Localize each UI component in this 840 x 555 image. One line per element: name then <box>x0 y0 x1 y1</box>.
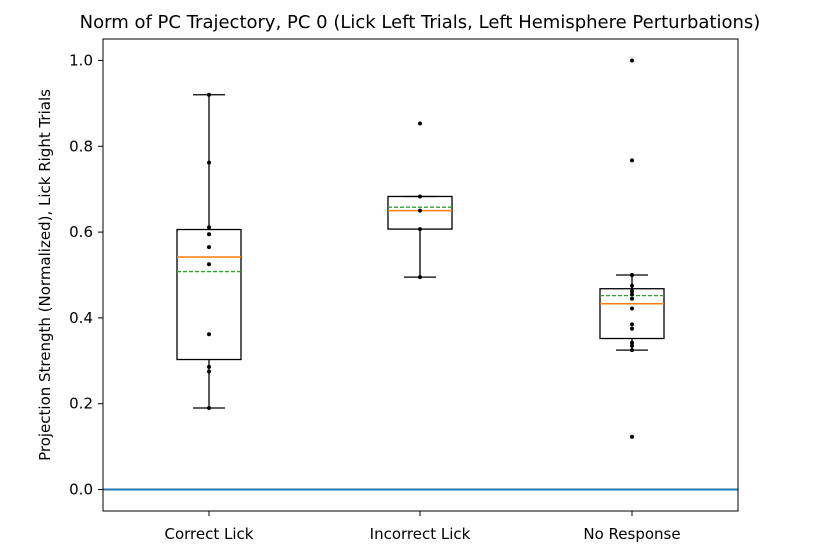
data-point <box>418 208 422 213</box>
data-point <box>630 292 634 297</box>
data-point <box>630 289 634 294</box>
data-point <box>630 273 634 277</box>
data-point <box>207 332 211 337</box>
y-tick-label: 0.8 <box>69 137 93 155</box>
data-point <box>418 275 422 280</box>
data-point <box>630 340 634 345</box>
data-point <box>207 262 211 267</box>
data-point <box>207 160 211 165</box>
data-point <box>630 434 634 439</box>
x-tick-label: No Response <box>583 525 680 543</box>
data-point <box>630 343 634 348</box>
data-point <box>418 121 422 126</box>
box-iqr <box>176 228 242 361</box>
data-point <box>630 326 634 331</box>
box-iqr <box>387 195 453 230</box>
data-point <box>630 296 634 301</box>
data-point <box>630 58 634 63</box>
y-tick-label: 0.4 <box>69 309 93 327</box>
x-tick-label: Correct Lick <box>165 525 254 543</box>
data-point <box>630 306 634 311</box>
data-point <box>207 406 211 411</box>
x-tick-label: Incorrect Lick <box>370 525 471 543</box>
y-tick-label: 0.6 <box>69 223 93 241</box>
data-point <box>630 348 634 353</box>
data-point <box>207 92 211 97</box>
data-point <box>207 364 211 369</box>
data-point <box>630 158 634 163</box>
box-iqr <box>599 288 665 340</box>
data-point <box>207 245 211 250</box>
data-point <box>630 322 634 327</box>
data-point <box>418 227 422 232</box>
y-tick-label: 1.0 <box>69 51 93 69</box>
y-tick-label: 0.0 <box>69 481 93 499</box>
data-point <box>207 225 211 230</box>
plot-area <box>103 58 738 491</box>
data-point <box>630 283 634 288</box>
y-tick-label: 0.2 <box>69 395 93 413</box>
y-axis-label: Projection Strength (Normalized), Lick R… <box>36 89 54 461</box>
data-point <box>207 369 211 374</box>
chart-title: Norm of PC Trajectory, PC 0 (Lick Left T… <box>80 12 761 33</box>
data-point <box>207 232 211 237</box>
data-point <box>418 194 422 199</box>
